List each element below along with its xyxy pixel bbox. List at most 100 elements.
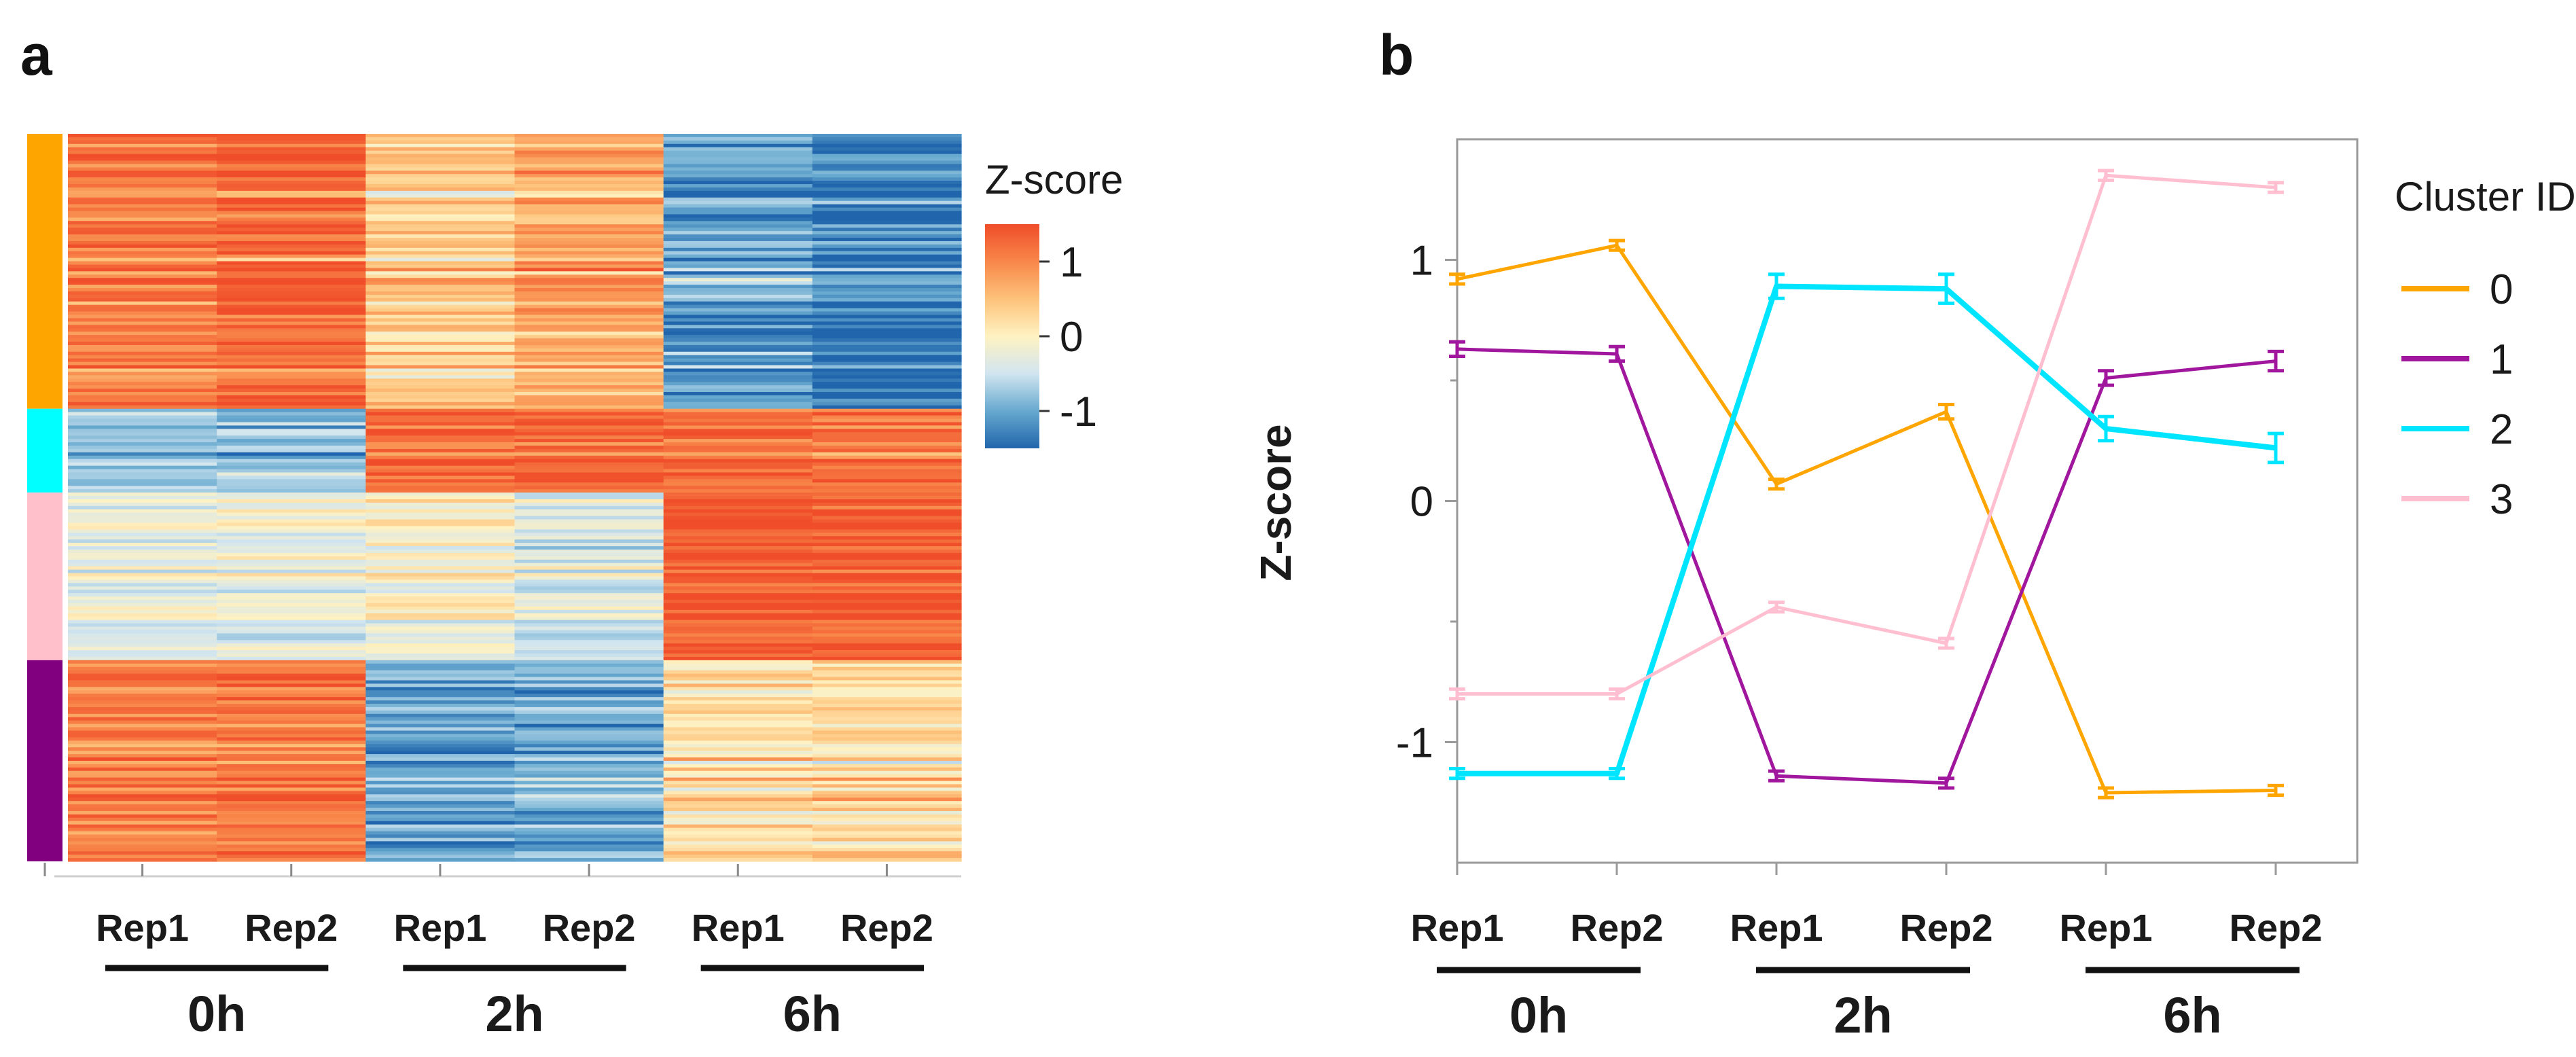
heatmap-cell xyxy=(812,137,962,141)
heatmap-cell xyxy=(663,569,813,574)
colorbar-tick-label: 1 xyxy=(1060,239,1083,286)
heatmap-cell xyxy=(663,810,813,815)
heatmap-cell xyxy=(217,844,366,848)
heatmap-cell xyxy=(217,680,366,685)
heatmap-cell xyxy=(217,378,366,382)
heatmap-cell xyxy=(663,827,813,832)
heatmap-cell xyxy=(663,764,813,768)
heatmap-cell xyxy=(217,810,366,815)
heatmap-cell xyxy=(68,288,217,292)
heatmap-cell xyxy=(514,697,664,701)
heatmap-cell xyxy=(217,814,366,819)
heatmap-cell xyxy=(514,539,664,543)
heatmap-cell xyxy=(217,465,366,470)
legend-label-0: 0 xyxy=(2490,266,2513,313)
heatmap-cell xyxy=(812,382,962,386)
panel-b-letter: b xyxy=(1379,23,1414,87)
heatmap-cell xyxy=(365,355,516,359)
heatmap-cell xyxy=(365,663,516,668)
heatmap-cell xyxy=(365,392,516,396)
heatmap-cell xyxy=(217,412,366,416)
heatmap-cell xyxy=(68,623,217,628)
heatmap-cell xyxy=(514,238,664,242)
heatmap-cell xyxy=(663,398,813,403)
heatmap-cell xyxy=(812,670,962,675)
heatmap-cell xyxy=(663,700,813,704)
heatmap-cell xyxy=(217,794,366,798)
heatmap-cell xyxy=(812,298,962,302)
heatmap-cell xyxy=(365,616,516,621)
heatmap-cell xyxy=(365,656,516,661)
heatmap-cell xyxy=(217,653,366,658)
heatmap-cell xyxy=(217,720,366,725)
heatmap-cell xyxy=(217,834,366,839)
heatmap-cell xyxy=(365,332,516,336)
heatmap-cell xyxy=(514,294,664,299)
heatmap-cell xyxy=(663,211,813,215)
heatmap-cell xyxy=(217,140,366,145)
heatmap-cell xyxy=(68,855,217,859)
heatmap-cell xyxy=(663,670,813,675)
heatmap-cell xyxy=(514,285,664,289)
heatmap-cell xyxy=(365,318,516,322)
heatmap-cell xyxy=(663,217,813,221)
heatmap-cell xyxy=(68,174,217,178)
heatmap-cell xyxy=(68,401,217,406)
heatmap-cell xyxy=(663,590,813,594)
heatmap-cell xyxy=(514,754,664,758)
heatmap-cell xyxy=(812,281,962,285)
heatmap-cell xyxy=(514,247,664,252)
heatmap-cell xyxy=(68,781,217,785)
heatmap-cell xyxy=(663,677,813,681)
heatmap-cell xyxy=(68,814,217,819)
heatmap-cell xyxy=(663,361,813,366)
heatmap-cell xyxy=(514,181,664,185)
colorbar: Z-score 1 0 -1 xyxy=(985,157,1123,448)
heatmap-cell xyxy=(365,177,516,181)
series-line-0 xyxy=(1456,243,2276,795)
heatmap-cell xyxy=(514,446,664,450)
heatmap-cell xyxy=(812,264,962,269)
heatmap-cell xyxy=(812,348,962,353)
heatmap-cell xyxy=(812,737,962,741)
heatmap-cell xyxy=(663,613,813,617)
heatmap-cell xyxy=(663,228,813,232)
heatmap-cell xyxy=(514,858,664,862)
heatmap-cell xyxy=(663,858,813,862)
heatmap-cell xyxy=(68,804,217,808)
heatmap-cell xyxy=(663,784,813,789)
heatmap-cell xyxy=(812,358,962,363)
heatmap-cell xyxy=(365,298,516,302)
heatmap-cell xyxy=(68,838,217,842)
heatmap-cell xyxy=(663,539,813,543)
heatmap-cell xyxy=(365,754,516,758)
heatmap-cell xyxy=(663,730,813,735)
heatmap-cell xyxy=(663,643,813,647)
heatmap-cell xyxy=(365,214,516,218)
heatmap-cell xyxy=(663,791,813,795)
heatmap-cell xyxy=(68,375,217,379)
heatmap-cell xyxy=(663,798,813,802)
heatmap-cell xyxy=(514,583,664,587)
heatmap-cell xyxy=(663,342,813,346)
heatmap-cell xyxy=(663,522,813,527)
heatmap-cell xyxy=(68,603,217,607)
heatmap-cell xyxy=(68,512,217,517)
heatmap-cell xyxy=(217,519,366,524)
heatmap-cell xyxy=(812,154,962,158)
heatmap-cell xyxy=(514,261,664,266)
heatmap-cell xyxy=(514,482,664,486)
heatmap-cell xyxy=(812,177,962,181)
heatmap-cell xyxy=(217,254,366,259)
heatmap-cell xyxy=(217,730,366,735)
heatmap-cell xyxy=(68,361,217,366)
heatmap-cell xyxy=(514,257,664,262)
heatmap-cell xyxy=(365,184,516,188)
heatmap-cell xyxy=(663,814,813,819)
heatmap-cell xyxy=(68,425,217,429)
heatmap-cell xyxy=(514,550,664,554)
heatmap-cell xyxy=(365,814,516,819)
heatmap-cell xyxy=(514,536,664,540)
heatmap-cell xyxy=(365,448,516,453)
